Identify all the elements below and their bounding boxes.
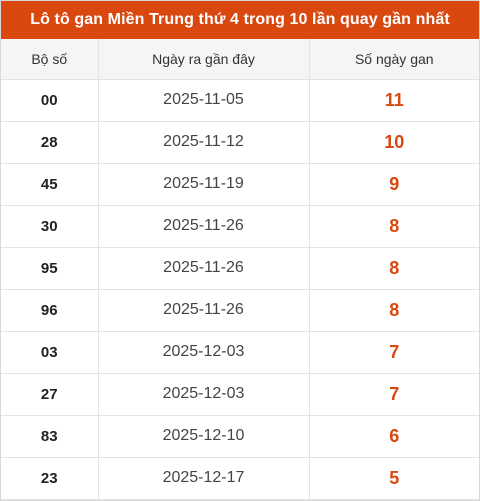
row-date: 2025-11-26 — [98, 247, 309, 289]
panel-title: Lô tô gan Miền Trung thứ 4 trong 10 lần … — [1, 1, 479, 39]
table-row: 45 2025-11-19 9 — [1, 163, 479, 205]
row-date: 2025-12-03 — [98, 331, 309, 373]
row-days: 8 — [309, 289, 479, 331]
table-row: 83 2025-12-10 6 — [1, 415, 479, 457]
table-row: 27 2025-12-03 7 — [1, 373, 479, 415]
row-number: 27 — [1, 373, 98, 415]
row-number: 00 — [1, 79, 98, 121]
row-number: 45 — [1, 163, 98, 205]
row-days: 5 — [309, 457, 479, 499]
row-number: 03 — [1, 331, 98, 373]
table-row: 03 2025-12-03 7 — [1, 331, 479, 373]
table-row: 28 2025-11-12 10 — [1, 121, 479, 163]
row-days: 7 — [309, 331, 479, 373]
header-recent-date: Ngày ra gần đây — [98, 39, 309, 79]
row-days: 7 — [309, 373, 479, 415]
row-days: 9 — [309, 163, 479, 205]
row-number: 83 — [1, 415, 98, 457]
row-number: 95 — [1, 247, 98, 289]
row-date: 2025-11-19 — [98, 163, 309, 205]
row-date: 2025-11-26 — [98, 289, 309, 331]
table-header-row: Bộ số Ngày ra gần đây Số ngày gan — [1, 39, 479, 79]
header-gan-days: Số ngày gan — [309, 39, 479, 79]
row-days: 10 — [309, 121, 479, 163]
stats-table: Bộ số Ngày ra gần đây Số ngày gan 00 202… — [1, 39, 479, 500]
table-row: 96 2025-11-26 8 — [1, 289, 479, 331]
row-date: 2025-12-10 — [98, 415, 309, 457]
row-days: 8 — [309, 205, 479, 247]
table-row: 23 2025-12-17 5 — [1, 457, 479, 499]
row-days: 11 — [309, 79, 479, 121]
table-row: 30 2025-11-26 8 — [1, 205, 479, 247]
row-date: 2025-12-03 — [98, 373, 309, 415]
header-number: Bộ số — [1, 39, 98, 79]
row-date: 2025-11-05 — [98, 79, 309, 121]
row-days: 6 — [309, 415, 479, 457]
table-row: 00 2025-11-05 11 — [1, 79, 479, 121]
row-date: 2025-11-12 — [98, 121, 309, 163]
row-number: 23 — [1, 457, 98, 499]
row-date: 2025-11-26 — [98, 205, 309, 247]
row-number: 28 — [1, 121, 98, 163]
row-date: 2025-12-17 — [98, 457, 309, 499]
table-row: 95 2025-11-26 8 — [1, 247, 479, 289]
row-days: 8 — [309, 247, 479, 289]
row-number: 30 — [1, 205, 98, 247]
row-number: 96 — [1, 289, 98, 331]
